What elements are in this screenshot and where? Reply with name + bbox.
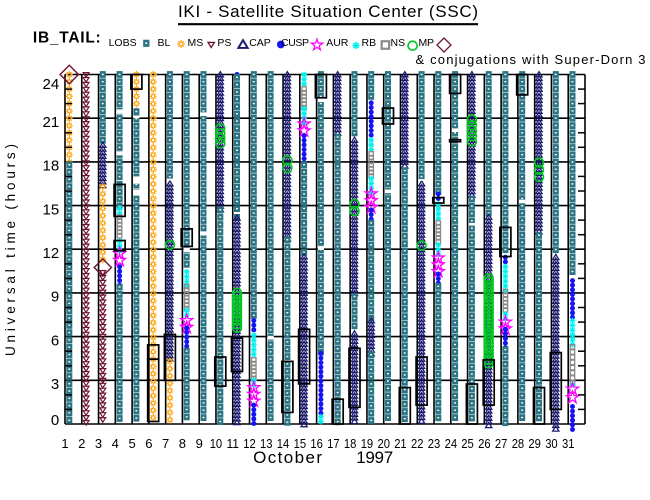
svg-text:2: 2 (78, 436, 85, 451)
svg-text:11: 11 (227, 436, 240, 451)
svg-text:9: 9 (51, 289, 59, 306)
svg-text:13: 13 (260, 436, 273, 451)
svg-text:BL: BL (158, 37, 171, 49)
svg-text:15: 15 (294, 436, 307, 451)
svg-text:31: 31 (562, 436, 575, 451)
svg-text:PS: PS (217, 37, 231, 49)
svg-text:25: 25 (461, 436, 474, 451)
svg-text:3: 3 (51, 376, 59, 393)
svg-text:12: 12 (243, 436, 256, 451)
svg-text:MP: MP (419, 37, 435, 49)
svg-text:RB: RB (362, 37, 377, 49)
svg-text:16: 16 (310, 436, 323, 451)
svg-text:10: 10 (210, 436, 223, 451)
svg-text:9: 9 (196, 436, 203, 451)
svg-text:0: 0 (51, 412, 59, 429)
svg-text:4: 4 (112, 436, 119, 451)
svg-text:24: 24 (445, 436, 458, 451)
svg-text:CUSP: CUSP (281, 37, 309, 49)
svg-text:6: 6 (145, 436, 152, 451)
svg-text:26: 26 (478, 436, 491, 451)
svg-text:14: 14 (277, 436, 290, 451)
svg-text:12: 12 (43, 245, 60, 262)
svg-text:28: 28 (512, 436, 525, 451)
svg-text:8: 8 (179, 436, 186, 451)
svg-text:17: 17 (327, 436, 340, 451)
svg-text:MS: MS (188, 37, 204, 49)
svg-text:29: 29 (528, 436, 541, 451)
svg-text:22: 22 (411, 436, 424, 451)
svg-text:3: 3 (95, 436, 102, 451)
svg-text:18: 18 (43, 158, 60, 175)
svg-text:27: 27 (495, 436, 508, 451)
svg-text:LOBS: LOBS (109, 37, 137, 49)
svg-text:1997: 1997 (356, 448, 393, 467)
svg-text:& conjugations with Super-Dorn: & conjugations with Super-Dorn 3 (416, 52, 646, 67)
svg-text:30: 30 (545, 436, 558, 451)
svg-text:20: 20 (378, 436, 391, 451)
svg-text:15: 15 (43, 201, 60, 218)
svg-text:23: 23 (428, 436, 441, 451)
svg-text:6: 6 (51, 332, 59, 349)
svg-text:7: 7 (162, 436, 169, 451)
svg-text:1: 1 (61, 436, 68, 451)
svg-text:IKI - Satellite Situation Cent: IKI - Satellite Situation Center (SSC) (178, 2, 478, 21)
svg-text:AUR: AUR (326, 37, 349, 49)
svg-text:24: 24 (43, 76, 60, 93)
svg-text:21: 21 (394, 436, 407, 451)
svg-text:October: October (253, 448, 322, 467)
svg-text:18: 18 (344, 436, 357, 451)
svg-text:NS: NS (391, 37, 406, 49)
svg-text:19: 19 (361, 436, 374, 451)
svg-text:CAP: CAP (249, 37, 271, 49)
svg-text:5: 5 (128, 436, 135, 451)
svg-text:IB_TAIL:: IB_TAIL: (33, 30, 101, 47)
svg-text:21: 21 (43, 114, 60, 131)
svg-text:Universal time (hours): Universal time (hours) (3, 144, 18, 356)
